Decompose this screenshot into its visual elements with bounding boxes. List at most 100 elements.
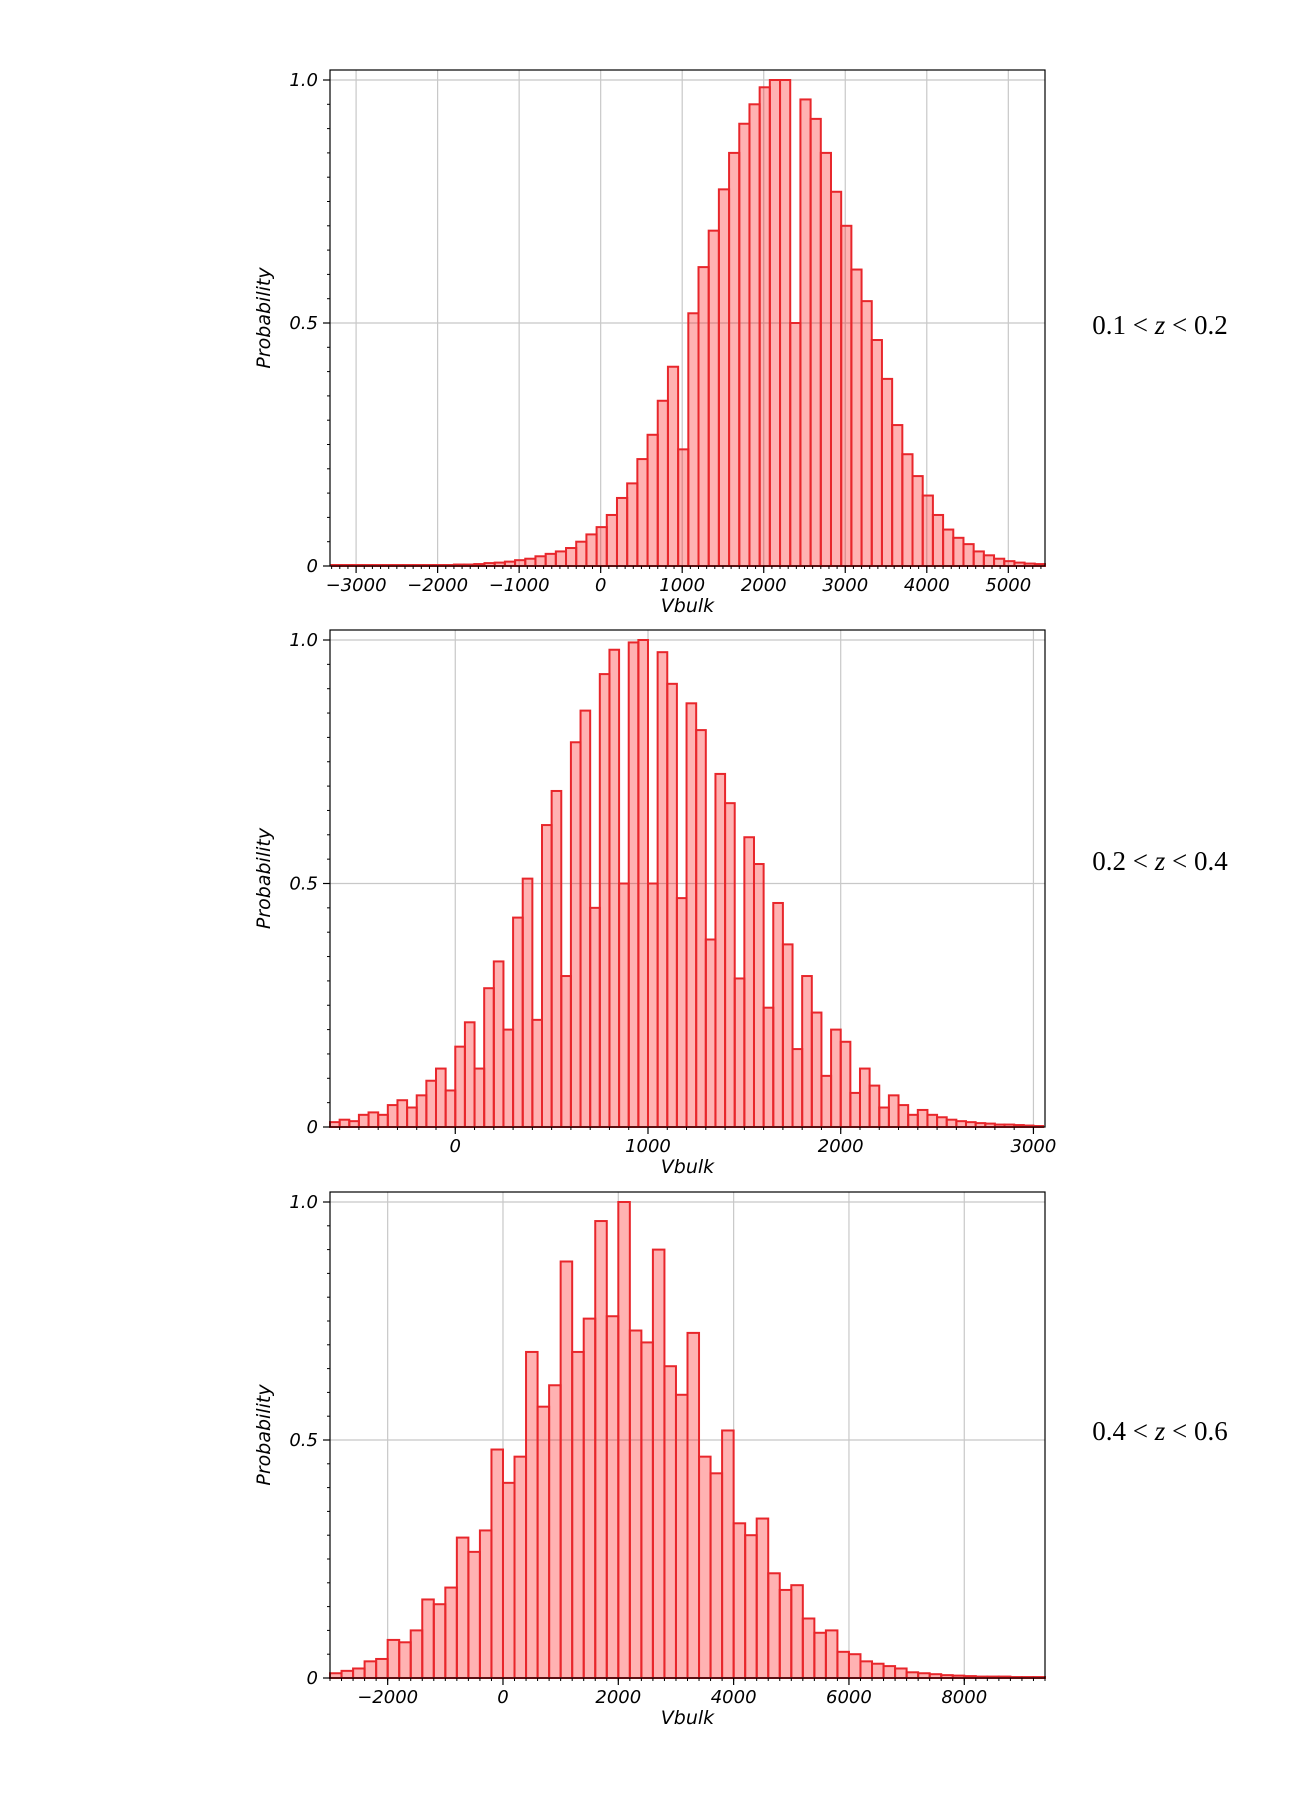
x-tick-label: 5000 xyxy=(985,575,1031,596)
histogram-bar xyxy=(839,1040,852,1129)
histogram-bar xyxy=(656,651,669,1128)
histogram-bar xyxy=(550,789,563,1128)
histogram-bar xyxy=(858,1067,871,1129)
histogram-bar xyxy=(605,1315,620,1679)
histogram-bar xyxy=(569,741,582,1129)
y-tick-label: 0 xyxy=(307,1668,318,1689)
histogram-bar xyxy=(724,802,736,1129)
histogram-bar xyxy=(434,1067,447,1129)
y-tick-label: 0 xyxy=(307,556,318,577)
histogram-bar xyxy=(721,1429,735,1679)
y-tick-label: 0.5 xyxy=(289,1430,318,1451)
histogram-panel-3: −2000 0 2000 4000 6000 8000 0 0.5 1.0 Vbulk Probab… xyxy=(253,1191,1228,1729)
x-tick-label: 3000 xyxy=(822,575,868,596)
histogram-bar xyxy=(415,1094,428,1128)
plot-frame xyxy=(329,69,1046,567)
histogram-bar xyxy=(870,339,883,568)
x-tick-label: 0 xyxy=(595,575,606,596)
histogram-bar xyxy=(352,1667,366,1679)
histogram-bar xyxy=(752,863,765,1129)
histogram-bar xyxy=(887,1094,900,1128)
histogram-bar xyxy=(598,673,611,1129)
histogram-panel-1: −3000 −2000 −1000 0 1000 2000 3000 4000 5000 0 0.5… xyxy=(253,69,1228,617)
histogram-bar xyxy=(386,1104,399,1128)
histogram-bar xyxy=(936,1116,948,1129)
histogram-bar xyxy=(398,1641,412,1680)
histogram-bar xyxy=(579,709,592,1128)
histogram-bar xyxy=(605,513,618,567)
histogram-bar xyxy=(540,824,553,1128)
histogram-bar xyxy=(478,1529,493,1679)
x-tick-label: 3000 xyxy=(1011,1136,1057,1157)
histogram-bar xyxy=(813,1631,827,1680)
x-tick-label: −2000 xyxy=(357,1687,418,1708)
histogram-bar xyxy=(728,151,741,567)
histogram-bar xyxy=(762,1006,775,1128)
histogram-bar xyxy=(871,1662,885,1679)
histogram-bar xyxy=(707,229,720,567)
y-tick-label: 0.5 xyxy=(289,313,318,334)
range-suffix: < 0.4 xyxy=(1165,846,1228,876)
range-variable: z xyxy=(1154,846,1166,876)
histogram-bar xyxy=(483,987,495,1129)
histogram-bar xyxy=(698,1455,712,1680)
histogram-bar xyxy=(589,906,601,1128)
histogram-bar xyxy=(406,1106,418,1129)
redshift-range-label: 0.1 < z < 0.2 xyxy=(1092,310,1227,340)
histogram-bar xyxy=(444,1586,458,1680)
range-prefix: 0.4 < xyxy=(1092,1416,1154,1446)
histogram-bar xyxy=(455,1536,470,1679)
y-tick-label: 0 xyxy=(307,1117,318,1138)
histogram-bar xyxy=(514,559,527,568)
histogram-bar xyxy=(744,1534,758,1679)
histogram-bar xyxy=(513,1455,528,1680)
histogram-bar xyxy=(615,496,629,567)
histogram-bar xyxy=(363,1660,378,1679)
histogram-bar xyxy=(357,1113,370,1128)
histogram-bar xyxy=(868,1084,881,1128)
x-tick-label: −2000 xyxy=(407,575,468,596)
histogram-bar xyxy=(755,1517,770,1680)
histogram-bar xyxy=(627,641,640,1128)
histogram-bar xyxy=(531,1018,543,1128)
range-prefix: 0.1 < xyxy=(1092,310,1154,340)
histogram-bar xyxy=(548,1384,562,1679)
y-tick-label: 1.0 xyxy=(289,1192,318,1213)
histogram-bar xyxy=(666,682,678,1129)
histogram-bar xyxy=(820,1074,833,1128)
histogram-bar xyxy=(651,1248,666,1679)
histogram-bar xyxy=(646,882,659,1128)
histogram-bar xyxy=(840,224,853,568)
histogram-bar xyxy=(637,639,649,1128)
histogram-bar xyxy=(536,1405,551,1680)
histogram-bar xyxy=(778,1588,793,1679)
x-tick-label: −3000 xyxy=(326,575,387,596)
histogram-bar xyxy=(779,79,792,567)
histogram-bar xyxy=(982,554,996,567)
histogram-bar xyxy=(329,1672,343,1679)
histogram-bar xyxy=(375,1657,389,1679)
x-tick-label: 1000 xyxy=(659,575,705,596)
histogram-bar xyxy=(340,1669,355,1679)
histogram-bar xyxy=(891,424,904,567)
histogram-bar xyxy=(329,1121,341,1129)
histogram-bar xyxy=(758,86,771,567)
histogram-bar xyxy=(608,648,621,1128)
x-tick-label: 2000 xyxy=(741,575,787,596)
histogram-bar xyxy=(473,1067,486,1129)
y-tick-label: 1.0 xyxy=(289,630,318,651)
histogram-bar xyxy=(880,377,894,568)
histogram-bar xyxy=(617,1201,631,1679)
histogram-bar xyxy=(636,458,649,567)
histogram-bar xyxy=(748,103,761,568)
histogram-bar xyxy=(559,1260,574,1679)
x-tick-label: 8000 xyxy=(941,1687,987,1708)
histogram-bar xyxy=(595,526,608,567)
histogram-bar xyxy=(663,1365,677,1679)
histogram-bar xyxy=(421,1598,435,1679)
histogram-bar xyxy=(524,557,537,568)
redshift-range-label: 0.4 < z < 0.6 xyxy=(1092,1416,1227,1446)
x-axis-label: Vbulk xyxy=(661,595,715,617)
histogram-bar xyxy=(911,475,924,567)
